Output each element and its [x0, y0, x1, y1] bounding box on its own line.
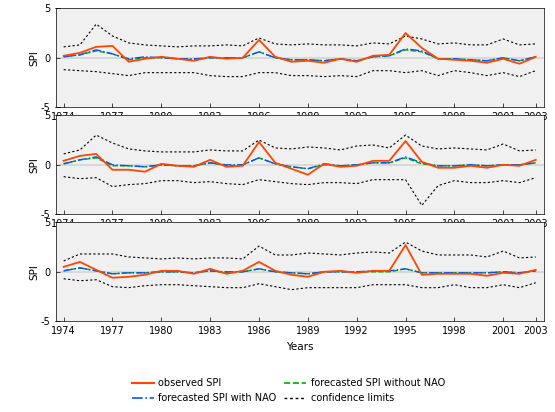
Y-axis label: SPI: SPI	[29, 50, 39, 66]
X-axis label: Years: Years	[286, 128, 314, 138]
Y-axis label: SPI: SPI	[29, 157, 39, 173]
X-axis label: Years: Years	[286, 342, 314, 352]
X-axis label: Years: Years	[286, 235, 314, 245]
Y-axis label: SPI: SPI	[29, 264, 39, 280]
Legend: observed SPI, forecasted SPI with NAO, forecasted SPI without NAO, confidence li: observed SPI, forecasted SPI with NAO, f…	[128, 375, 449, 407]
